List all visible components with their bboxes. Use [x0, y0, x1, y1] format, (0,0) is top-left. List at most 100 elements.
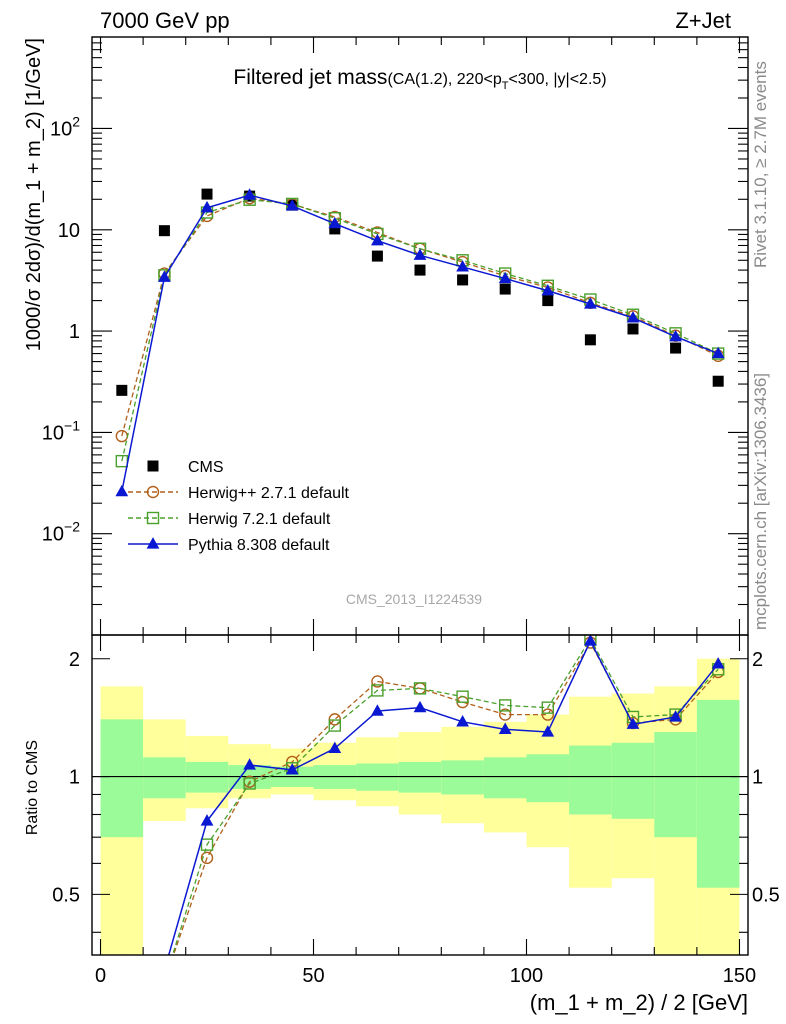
- ratio-y-tick-label-left-1: 1: [69, 767, 80, 789]
- series-0-point-10: [542, 295, 554, 307]
- series-3-point-10: [541, 283, 555, 296]
- ratio-2-point-14: [711, 657, 725, 669]
- plot-title-main: Filtered jet mass: [233, 66, 387, 89]
- series-line-3: [121, 194, 719, 492]
- ratio-plot-series: [121, 635, 725, 955]
- ratio-2-point-6: [371, 704, 384, 716]
- y-axis-label: 1000/σ 2dσ)/d(m_1 + m_2) [1/GeV]: [23, 38, 45, 351]
- ratio-2-point-8: [456, 715, 469, 727]
- ratio-1-point-5: [328, 719, 342, 732]
- watermark: CMS_2013_I1224539: [346, 591, 482, 607]
- y-tick-label-base: 10: [42, 422, 64, 444]
- series-3-point-8: [456, 260, 469, 272]
- legend-marker-0: [147, 460, 159, 472]
- y-tick-label-exp: −1: [64, 417, 80, 433]
- ratio-y-tick-label-right-1: 1: [752, 767, 763, 789]
- series-3-point-1: [158, 270, 171, 282]
- ratio-band-green-13: [654, 731, 697, 838]
- series-0-point-0: [116, 384, 128, 396]
- ratio-line-1: [121, 637, 719, 955]
- series-3-point-4: [285, 199, 299, 211]
- process-label: Z+Jet: [675, 8, 731, 33]
- ratio-0-point-2: [200, 851, 214, 865]
- ratio-band-green-8: [441, 760, 484, 795]
- series-3-point-3: [243, 188, 256, 200]
- legend-marker-1: [146, 485, 160, 499]
- y-tick-label-3: 10: [58, 220, 80, 242]
- legend-label-1: Herwig++ 2.7.1 default: [188, 485, 350, 502]
- y-tick-label-0: 10−2: [42, 519, 80, 546]
- y-tick-label-1: 10−1: [42, 417, 80, 444]
- legend-label-3: Pythia 8.308 default: [188, 537, 330, 554]
- ratio-2-point-3: [243, 758, 256, 770]
- energy-label: 7000 GeV pp: [100, 8, 230, 33]
- ratio-line-0: [121, 641, 719, 955]
- ratio-uncertainty-bands: [100, 658, 740, 955]
- ratio-2-point-4: [285, 763, 299, 775]
- ratio-2-point-12: [626, 717, 640, 729]
- series-3-point-13: [669, 329, 682, 342]
- mcplots-label: mcplots.cern.ch [arXiv:1306.3436]: [751, 373, 770, 630]
- ratio-2-point-13: [669, 710, 682, 722]
- ratio-2-point-9: [498, 722, 512, 734]
- ratio-y-tick-label-left-2: 2: [69, 649, 80, 671]
- ratio-band-green-10: [526, 754, 570, 803]
- series-3-point-6: [371, 233, 384, 246]
- ratio-band-green-14: [696, 699, 740, 888]
- series-0-point-7: [414, 264, 426, 276]
- series-0-point-11: [584, 334, 596, 346]
- series-3-point-12: [626, 311, 640, 323]
- ratio-y-tick-label-left-0: 0.5: [52, 884, 80, 906]
- ratio-band-green-9: [483, 757, 527, 799]
- rivet-version-label: Rivet 3.1.10, ≥ 2.7M events: [751, 61, 770, 268]
- ratio-1-point-6: [371, 684, 384, 697]
- ratio-y-axis-label: Ratio to CMS: [24, 740, 41, 835]
- y-tick-label-exp: −2: [64, 519, 80, 535]
- ratio-y-tick-label-right-2: 2: [752, 649, 763, 671]
- ratio-1-point-10: [541, 701, 554, 714]
- series-0-point-14: [712, 375, 724, 387]
- ratio-band-green-7: [398, 761, 442, 793]
- series-3-point-7: [413, 248, 427, 260]
- ratio-2-point-2: [200, 814, 214, 826]
- y-tick-label-exp: 2: [72, 113, 80, 129]
- ratio-2-point-11: [584, 635, 597, 646]
- series-0-point-12: [627, 323, 639, 335]
- ratio-2-point-7: [413, 700, 427, 713]
- y-tick-label-base: 10: [42, 524, 64, 546]
- x-axis-label: (m_1 + m_2) / 2 [GeV]: [530, 990, 748, 1015]
- ratio-1-point-8: [456, 690, 469, 703]
- series-3-point-0: [115, 484, 129, 497]
- ratio-band-green-12: [611, 742, 655, 819]
- ratio-1-point-7: [413, 682, 427, 695]
- series-0-point-9: [499, 283, 511, 295]
- ratio-0-point-9: [498, 708, 512, 721]
- plot-title-sub-b: T: [502, 80, 509, 92]
- plot-title: Filtered jet mass(CA(1.2), 220<pT<300, |…: [233, 66, 606, 92]
- series-0-point-13: [670, 342, 682, 354]
- legend-marker-2: [146, 511, 160, 525]
- ratio-2-point-10: [541, 725, 555, 737]
- series-0-point-2: [201, 188, 213, 200]
- ratio-1-point-9: [498, 699, 512, 712]
- series-3-point-14: [711, 346, 725, 359]
- series-0-point-6: [371, 250, 383, 262]
- x-tick-label-0: 0: [95, 965, 106, 987]
- legend-label-2: Herwig 7.2.1 default: [188, 511, 331, 528]
- y-tick-label-base: 10: [50, 118, 72, 140]
- x-tick-label-2: 100: [510, 965, 543, 987]
- axis-ticks: [92, 36, 748, 955]
- plot-title-sub-c: <300, |y|<2.5): [508, 71, 606, 88]
- ratio-band-green-1: [143, 757, 186, 799]
- x-tick-label-1: 50: [302, 965, 324, 987]
- ratio-1-point-2: [200, 838, 214, 851]
- series-3-point-2: [200, 200, 214, 213]
- legend-marker-3: [146, 537, 160, 549]
- main-plot-series: [115, 188, 725, 497]
- y-tick-label-2: 1: [69, 321, 80, 343]
- series-3-point-5: [328, 216, 342, 229]
- plot-title-sub-a: (CA(1.2), 220<p: [387, 71, 501, 88]
- legend-label-0: CMS: [188, 459, 224, 476]
